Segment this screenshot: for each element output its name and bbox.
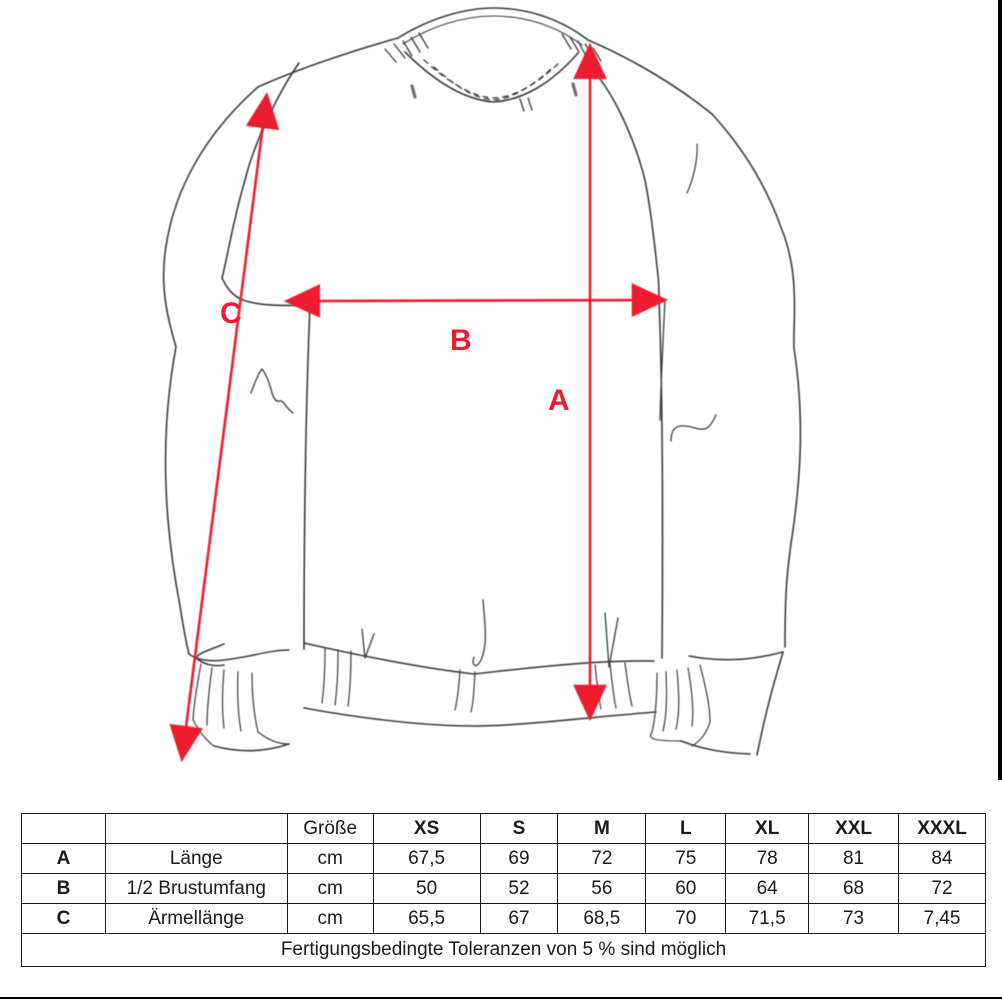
svg-text:C: C <box>220 297 242 330</box>
svg-text:A: A <box>548 384 570 417</box>
svg-text:B: B <box>450 324 472 357</box>
